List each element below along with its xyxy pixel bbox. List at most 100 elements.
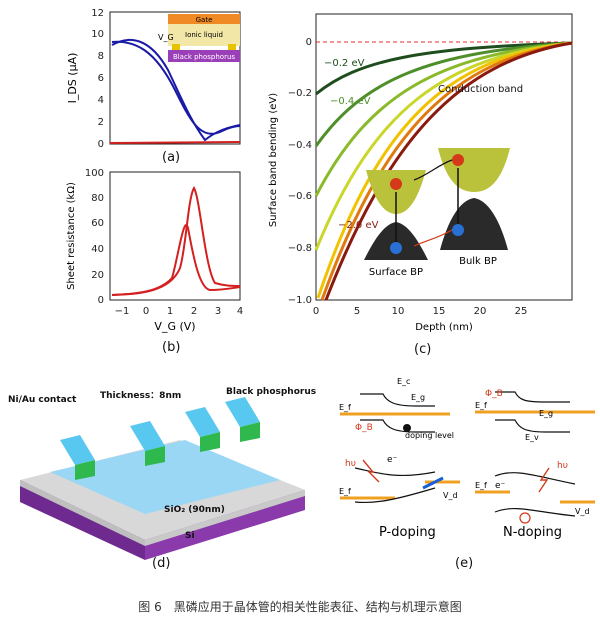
b-ytick: 40 [91, 244, 104, 255]
e-ef-label-n: E_f [475, 401, 487, 410]
e-pdoping-label: P-doping [379, 525, 436, 540]
e-vd-label-n: V_d [575, 507, 590, 516]
e-ef-label: E_f [339, 403, 351, 412]
c-ytick: −0.6 [288, 191, 312, 202]
figure-caption: 图 6 黑磷应用于晶体管的相关性能表征、结构与机理示意图 [138, 600, 462, 614]
b-xtick: 4 [237, 306, 243, 317]
e-p-band: E_f E_c E_g Φ_B doping level [339, 377, 454, 440]
b-xtick: −1 [115, 306, 130, 317]
a-curve-red [109, 141, 241, 144]
inset-vg-label: V_G [158, 33, 174, 42]
panel-b-plot: 0 20 40 60 80 100 −1 0 1 2 3 4 Sheet res… [66, 168, 243, 333]
c-label-20: −2.0 eV [338, 220, 379, 231]
b-ytick: 100 [85, 168, 104, 179]
d-contacts [60, 397, 260, 480]
c-ytick: −1.0 [288, 295, 312, 306]
panel-e-label: (e) [455, 556, 474, 571]
d-thickness-label: Thickness：8nm [100, 391, 181, 401]
b-xtick: 1 [167, 306, 173, 317]
b-curve-1 [111, 186, 241, 296]
b-xtick: 0 [143, 306, 149, 317]
c-xtick: 15 [433, 306, 446, 317]
c-curve-20 [324, 41, 573, 301]
panel-d: Ni/Au contact Thickness：8nm Black phosph… [0, 380, 325, 580]
e-ef-label-p2: E_f [339, 487, 351, 496]
panel-e-bands: E_f E_c E_g Φ_B doping level E_f Φ_B E_g… [339, 377, 595, 540]
c-xtick: 20 [474, 306, 487, 317]
e-p-illum: hυ e⁻ E_f V_d P-doping [339, 455, 460, 540]
b-ytick: 80 [91, 193, 104, 204]
c-curve-06 [314, 41, 573, 197]
panel-a-plot: 0 2 4 6 8 10 12 I_DS (μA) Gate Ionic liq… [66, 8, 241, 150]
a-ytick: 8 [98, 51, 104, 62]
inset-gate-label: Gate [196, 16, 213, 24]
c-label-cb: Conduction band [438, 84, 523, 95]
c-curve-10 [316, 41, 573, 299]
b-ytick: 60 [91, 218, 104, 229]
b-xtick: 3 [215, 306, 221, 317]
c-inset-bulk: Bulk BP [413, 148, 510, 267]
panel-d-device: Ni/Au contact Thickness：8nm Black phosph… [8, 387, 316, 560]
b-xlabel: V_G (V) [154, 320, 195, 333]
d-si-label: Si [185, 531, 195, 541]
e-doping-level-label: doping level [405, 431, 454, 440]
c-label-02: −0.2 eV [324, 58, 365, 69]
e-phib-label-n: Φ_B [485, 389, 503, 399]
a-curve-reverse [111, 40, 241, 135]
c-xtick: 25 [515, 306, 528, 317]
panel-d-label: (d) [152, 556, 171, 571]
c-ytick: −0.2 [288, 88, 312, 99]
b-ytick: 0 [98, 295, 104, 306]
d-contact-label: Ni/Au contact [8, 395, 77, 405]
d-sio2-label: SiO₂ (90nm) [164, 505, 225, 515]
panel-c-plot: 0 −0.2 −0.4 −0.6 −0.8 −1.0 0 5 10 15 20 … [268, 13, 573, 333]
c-xtick: 10 [392, 306, 405, 317]
panel-c-label: (c) [414, 342, 432, 357]
panel-b: 0 20 40 60 80 100 −1 0 1 2 3 4 Sheet res… [60, 168, 260, 360]
c-surface-label: Surface BP [369, 267, 423, 278]
a-ytick: 4 [98, 95, 104, 106]
e-hv-label-n: hυ [557, 461, 568, 471]
c-xtick: 0 [313, 306, 319, 317]
d-bp-label: Black phosphorus [226, 387, 316, 397]
b-ytick: 20 [91, 270, 104, 281]
e-ndoping-label: N-doping [503, 525, 562, 540]
c-bulk-label: Bulk BP [459, 256, 497, 267]
e-n-illum: hυ e⁻ E_f V_d N-doping [475, 461, 595, 540]
b-curve-2 [111, 224, 241, 296]
e-eg-label: E_g [411, 393, 425, 402]
e-hv-label: hυ [345, 459, 356, 469]
c-curve-04 [314, 41, 573, 147]
c-xlabel: Depth (nm) [415, 322, 473, 333]
a-ytick: 0 [98, 139, 104, 150]
panel-a-label: (a) [162, 150, 181, 165]
a-ytick: 2 [98, 117, 104, 128]
c-xtick: 5 [354, 306, 360, 317]
a-inset-device: Gate Ionic liquid Black phosphorus V_G [158, 14, 240, 62]
b-ylabel: Sheet resistance (kΩ) [66, 182, 77, 290]
e-eg-label-n: E_g [539, 409, 553, 418]
a-ytick: 6 [98, 73, 104, 84]
panel-c: 0 −0.2 −0.4 −0.6 −0.8 −1.0 0 5 10 15 20 … [268, 0, 600, 360]
panel-a: 0 2 4 6 8 10 12 I_DS (μA) Gate Ionic liq… [60, 0, 260, 170]
a-ytick: 10 [91, 29, 104, 40]
e-ev-label: E_v [525, 433, 539, 442]
e-ef-label-n2: E_f [475, 481, 487, 490]
panel-e: E_f E_c E_g Φ_B doping level E_f Φ_B E_g… [335, 372, 600, 582]
c-ytick: −0.8 [288, 243, 312, 254]
e-vd-label: V_d [443, 491, 458, 500]
panel-b-label: (b) [162, 340, 181, 355]
a-ytick: 12 [91, 8, 104, 19]
c-ylabel: Surface band bending (eV) [268, 93, 279, 227]
c-curve-02 [315, 41, 573, 96]
b-xtick: 2 [191, 306, 197, 317]
e-phib-label: Φ_B [355, 423, 373, 433]
c-label-04: −0.4 eV [330, 96, 371, 107]
c-ytick: −0.4 [288, 140, 312, 151]
e-eminus-label: e⁻ [387, 455, 398, 465]
inset-bp-label: Black phosphorus [173, 53, 235, 61]
a-ylabel: I_DS (μA) [66, 53, 79, 104]
e-ec-label: E_c [397, 377, 410, 386]
c-inset-surface: Surface BP [364, 170, 428, 278]
c-curve-15 [320, 41, 573, 301]
